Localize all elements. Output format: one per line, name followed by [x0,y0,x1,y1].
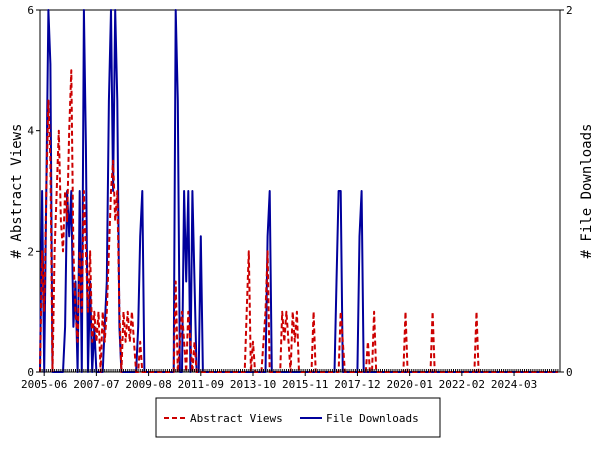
x-tick-label: 2015-11 [282,378,328,391]
x-tick-label: 2017-12 [334,378,380,391]
legend: Abstract Views File Downloads [155,397,441,438]
x-tick-label: 2020-01 [386,378,432,391]
y-right-tick-label: 0 [566,366,573,379]
y-axis-right-title: # File Downloads [579,124,595,259]
y-left-tick-label: 4 [27,125,34,138]
series-line-abstract-views [39,69,558,373]
x-tick-label: 2024-03 [491,378,537,391]
y-axis-left-title: # Abstract Views [9,124,25,259]
labels-layer: 2005-06 2007-07 2009-08 2011-09 2013-10 2015-… [21,4,573,391]
plot-area [39,9,561,373]
y-left-tick-label: 6 [27,4,34,17]
ticks-layer [36,9,564,376]
legend-label-file-downloads: File Downloads [326,412,419,425]
y-right-tick-label: 2 [566,4,573,17]
y-left-tick-label: 2 [27,245,34,258]
y-left-tick-label: 0 [27,366,34,379]
legend-box [155,397,441,438]
x-tick-label: 2022-02 [439,378,485,391]
x-tick-label: 2007-07 [73,378,119,391]
x-tick-label: 2009-08 [125,378,171,391]
x-tick-label: 2013-10 [230,378,276,391]
x-tick-label: 2005-06 [21,378,67,391]
legend-label-abstract-views: Abstract Views [190,412,283,425]
x-tick-label: 2011-09 [178,378,224,391]
